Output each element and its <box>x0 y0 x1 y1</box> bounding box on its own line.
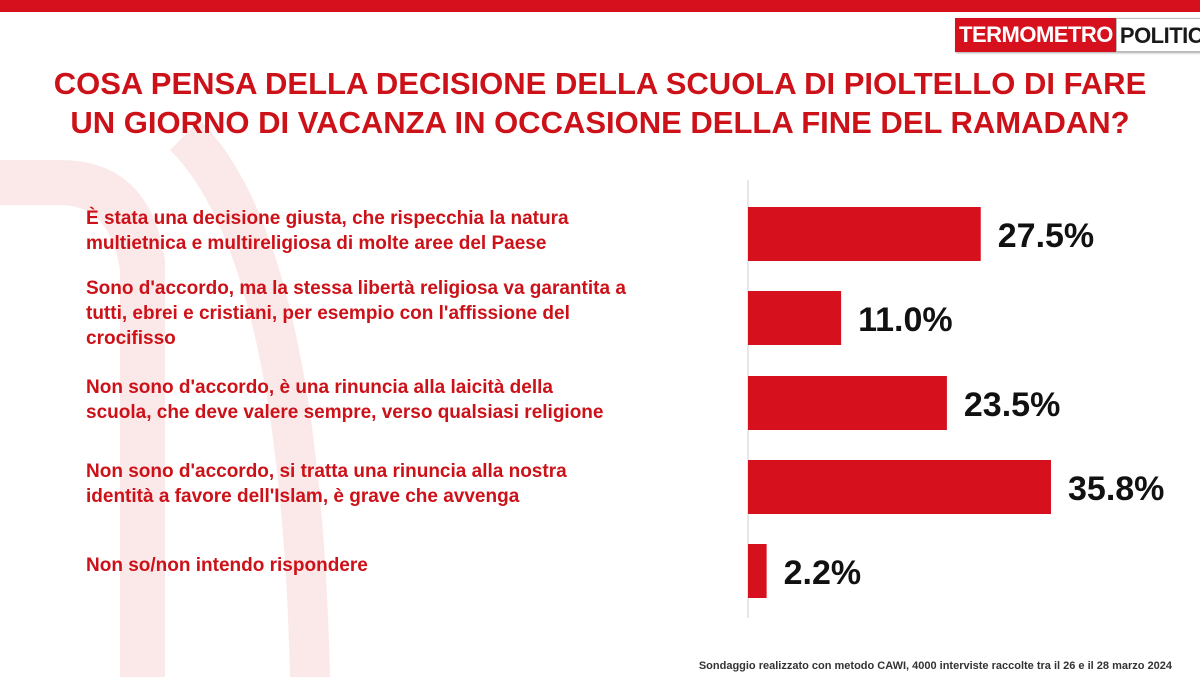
value-label-4: 35.8% <box>1068 470 1164 508</box>
category-label-line: multietnica e multireligiosa di molte ar… <box>86 233 546 254</box>
bar-3 <box>748 376 947 430</box>
category-label-line: scuola, che deve valere sempre, verso qu… <box>86 402 603 423</box>
logo-part-termometro: TERMOMETRO <box>955 18 1116 52</box>
value-label-2: 11.0% <box>858 301 953 339</box>
category-label-line: Sono d'accordo, ma la stessa libertà rel… <box>86 278 626 299</box>
value-label-3: 23.5% <box>964 386 1060 424</box>
bar-2 <box>748 291 842 345</box>
termometro-politico-logo: TERMOMETRO POLITICO <box>955 18 1200 52</box>
top-accent-bar <box>0 0 1200 12</box>
bar-1 <box>748 207 981 261</box>
category-label-2: Sono d'accordo, ma la stessa libertà rel… <box>86 278 626 349</box>
category-label-line: Non sono d'accordo, si tratta una rinunc… <box>86 461 567 482</box>
logo-part-politico: POLITICO <box>1115 18 1200 52</box>
category-label-4: Non sono d'accordo, si tratta una rinunc… <box>86 461 567 507</box>
value-label-5: 2.2% <box>784 554 862 592</box>
category-label-line: crocifisso <box>86 328 176 349</box>
category-label-3: Non sono d'accordo, è una rinuncia alla … <box>86 377 603 423</box>
category-label-5: Non so/non intendo rispondere <box>86 555 368 576</box>
chart-title: COSA PENSA DELLA DECISIONE DELLA SCUOLA … <box>53 66 1147 140</box>
bar-4 <box>748 460 1051 514</box>
bar-5 <box>748 544 767 598</box>
category-label-line: Non sono d'accordo, è una rinuncia alla … <box>86 377 553 398</box>
category-label-1: È stata una decisione giusta, che rispec… <box>86 207 569 254</box>
category-label-line: È stata una decisione giusta, che rispec… <box>86 207 569 229</box>
category-label-line: Non so/non intendo rispondere <box>86 555 368 576</box>
category-label-line: tutti, ebrei e cristiani, per esempio co… <box>86 303 570 324</box>
value-label-1: 27.5% <box>998 217 1094 255</box>
category-label-line: identità a favore dell'Islam, è grave ch… <box>86 486 520 507</box>
survey-footnote: Sondaggio realizzato con metodo CAWI, 40… <box>698 660 1172 672</box>
